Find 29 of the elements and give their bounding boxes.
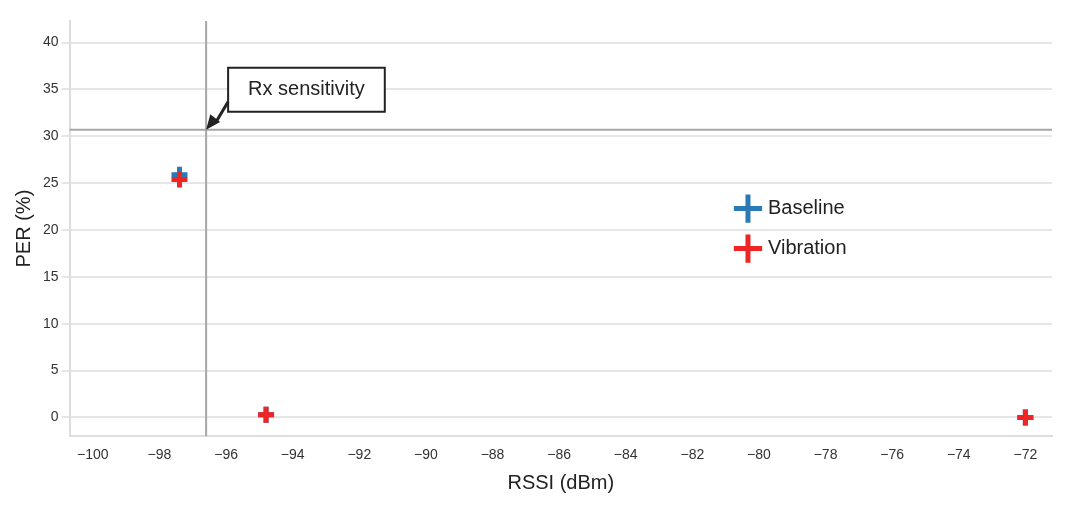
x-tick-label: −100 <box>77 446 109 463</box>
x-tick-label: −74 <box>946 446 971 463</box>
x-tick-label: −96 <box>214 446 239 463</box>
y-tick-label: 30 <box>42 127 59 144</box>
x-tick-label: −82 <box>680 446 705 463</box>
x-tick-label: −94 <box>280 446 305 463</box>
y-tick-label: 0 <box>50 408 59 425</box>
x-tick-label: −76 <box>880 446 905 463</box>
annotation: Rx sensitivity <box>248 77 365 100</box>
y-tick-label: 10 <box>42 314 59 331</box>
x-tick-label: −84 <box>613 446 638 463</box>
y-tick-label: 40 <box>42 33 59 50</box>
x-tick-label: −86 <box>547 446 572 463</box>
x-tick-label: −78 <box>813 446 838 463</box>
x-tick-label: −80 <box>747 446 772 463</box>
x-tick-label: −92 <box>347 446 372 463</box>
legend-label: Vibration <box>767 236 847 259</box>
y-tick-label: 25 <box>42 174 59 190</box>
legend-label: Baseline <box>767 196 845 219</box>
x-tick-label: −90 <box>414 446 438 463</box>
x-tick-label: −88 <box>480 446 505 463</box>
y-tick-label: 20 <box>42 220 59 237</box>
x-tick-label: −98 <box>147 446 172 463</box>
x-axis-title: RSSI (dBm) <box>507 470 615 493</box>
y-tick-label: 15 <box>42 267 59 284</box>
y-axis-title: PER (%) <box>11 189 34 268</box>
y-tick-label: 5 <box>50 361 59 378</box>
y-tick-label: 35 <box>42 80 59 97</box>
x-tick-label: −72 <box>1013 446 1038 463</box>
